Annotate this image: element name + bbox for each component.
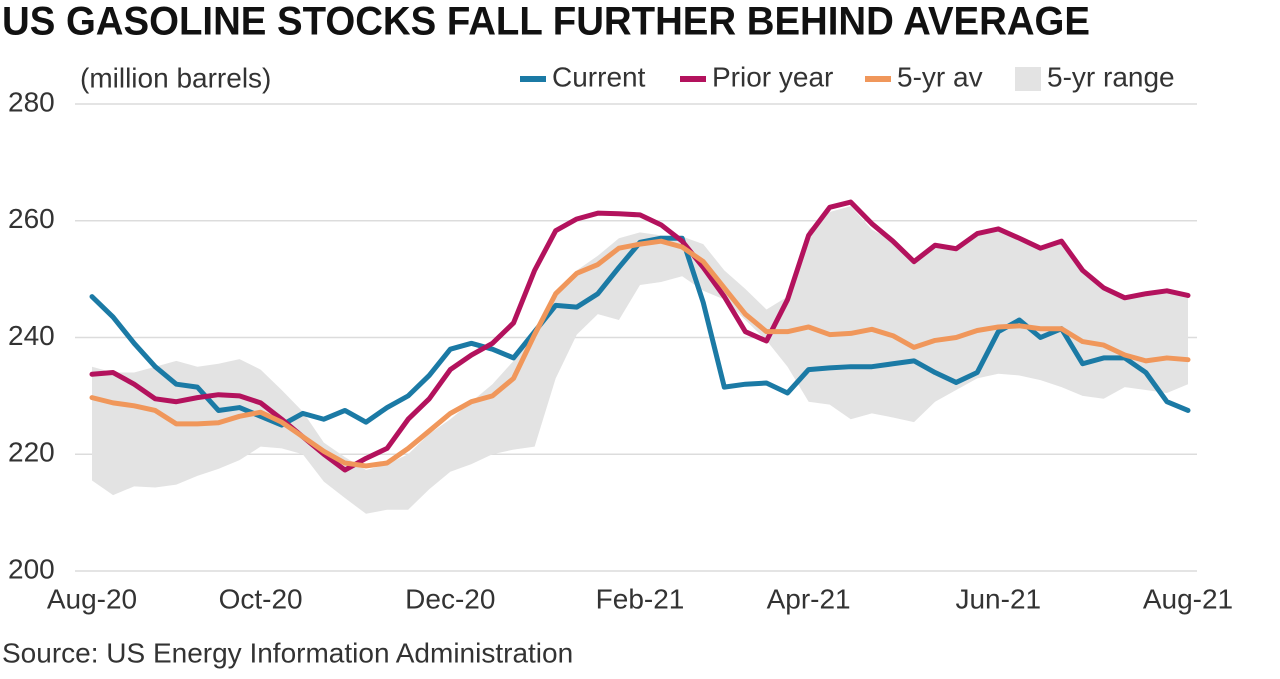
x-tick-label: Apr-21 [767,583,851,614]
x-tick-label: Dec-20 [405,583,495,614]
line-series [89,199,1191,473]
y-tick-label: 260 [8,203,55,234]
x-tick-label: Jun-21 [955,583,1041,614]
x-tick-label: Feb-21 [596,583,685,614]
line-series [89,238,1191,469]
chart-title: US GASOLINE STOCKS FALL FURTHER BEHIND A… [2,0,1090,44]
y-axis-label: (million barrels) [80,62,271,93]
y-tick-label: 220 [8,437,55,468]
legend-label: Current [552,61,646,92]
range-area [92,206,1188,514]
legend-label: 5-yr av [897,61,983,92]
x-tick-label: Aug-21 [1143,583,1233,614]
source: Source: US Energy Information Administra… [2,637,573,668]
y-tick-label: 200 [8,553,55,584]
legend-label: Prior year [712,61,833,92]
legend-swatch [1015,67,1041,91]
x-tick-label: Oct-20 [219,583,303,614]
y-tick-label: 280 [8,86,55,117]
x-tick-label: Aug-20 [47,583,137,614]
legend-label: 5-yr range [1047,61,1175,92]
y-tick-label: 240 [8,320,55,351]
